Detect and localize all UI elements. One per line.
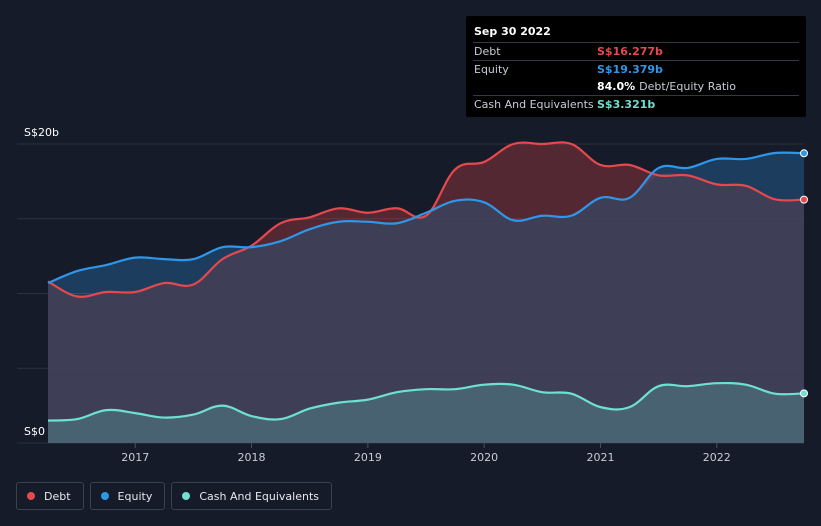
cash-area (48, 383, 804, 443)
x-tick-label: 2018 (238, 451, 266, 464)
tooltip-equity-value: S$19.379b (597, 63, 663, 76)
equity-line (47, 151, 805, 285)
legend-debt-dot (27, 492, 35, 500)
tooltip-equity-row: Equity S$19.379b (473, 60, 799, 78)
x-tick-label: 2020 (470, 451, 498, 464)
tooltip-cash-label: Cash And Equivalents (474, 98, 594, 111)
legend-item-cash[interactable]: Cash And Equivalents (171, 482, 332, 510)
cash-end-marker (800, 389, 808, 398)
tooltip-debt-row: Debt S$16.277b (473, 42, 799, 60)
legend-item-equity[interactable]: Equity (89, 482, 166, 510)
legend-cash-label: Cash And Equivalents (199, 489, 319, 503)
tooltip-equity-label: Equity (474, 63, 509, 76)
legend-debt-label: Debt (44, 489, 71, 503)
debt-end-marker (800, 195, 808, 204)
legend-cash-dot (182, 492, 191, 500)
x-tick-label: 2022 (703, 451, 731, 464)
overlap-area (48, 173, 804, 443)
tooltip-debt-label: Debt (474, 45, 501, 58)
x-tick-label: 2017 (121, 451, 149, 464)
chart-legend: Debt Equity Cash And Equivalents (16, 482, 332, 510)
legend-item-debt[interactable]: Debt (16, 482, 84, 510)
tooltip-cash-row: Cash And Equivalents S$3.321b (473, 95, 799, 113)
tooltip-ratio-value: 84.0% (597, 80, 636, 93)
x-tick-label: 2021 (586, 451, 614, 464)
tooltip-date: Sep 30 2022 (474, 25, 551, 38)
debt-line (47, 141, 805, 298)
y-label-bottom: S$0 (24, 425, 45, 438)
cash-line (47, 381, 805, 422)
y-label-top: S$20b (24, 126, 59, 139)
tooltip-cash-value: S$3.321b (597, 98, 656, 111)
legend-equity-dot (100, 492, 109, 500)
x-tick-label: 2019 (354, 451, 382, 464)
chart-tooltip: Sep 30 2022 Debt S$16.277b Equity S$19.3… (466, 16, 806, 117)
tooltip-ratio-row: 84.0% Debt/Equity Ratio (473, 78, 799, 95)
equity-end-marker (800, 149, 808, 158)
tooltip-ratio-label: Debt/Equity Ratio (639, 80, 736, 93)
tooltip-debt-value: S$16.277b (597, 45, 663, 58)
legend-equity-label: Equity (117, 489, 153, 503)
